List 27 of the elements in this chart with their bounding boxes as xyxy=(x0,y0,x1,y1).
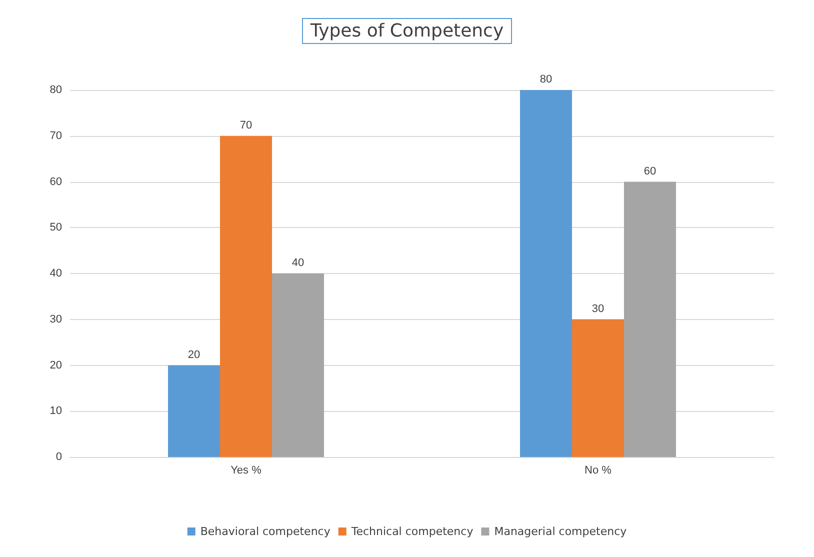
bar xyxy=(220,136,272,457)
y-tick-label: 40 xyxy=(50,268,62,280)
y-tick-label: 50 xyxy=(50,222,62,234)
bar xyxy=(272,274,324,457)
data-label: 30 xyxy=(592,302,604,315)
data-label: 40 xyxy=(292,257,304,269)
data-label: 70 xyxy=(240,119,252,132)
bar xyxy=(572,319,624,457)
data-label: 80 xyxy=(540,74,552,86)
y-tick-label: 30 xyxy=(50,313,62,326)
y-tick-label: 60 xyxy=(50,176,62,188)
y-tick-label: 10 xyxy=(50,405,62,418)
bar xyxy=(520,90,572,457)
y-tick-label: 70 xyxy=(50,130,62,142)
x-tick-label: Yes % xyxy=(230,464,262,476)
legend-label: Behavioral competency xyxy=(200,525,331,538)
chart-title: Types of Competency xyxy=(309,20,504,42)
x-tick-label: No % xyxy=(584,464,612,476)
legend-label: Technical competency xyxy=(350,525,474,538)
data-label: 60 xyxy=(644,165,656,178)
bar xyxy=(624,182,676,457)
legend-label: Managerial competency xyxy=(494,525,628,538)
data-label: 20 xyxy=(188,348,200,361)
y-tick-label: 20 xyxy=(50,359,62,372)
y-tick-label: 0 xyxy=(56,451,62,463)
bar xyxy=(168,365,220,457)
y-tick-label: 80 xyxy=(50,84,62,96)
